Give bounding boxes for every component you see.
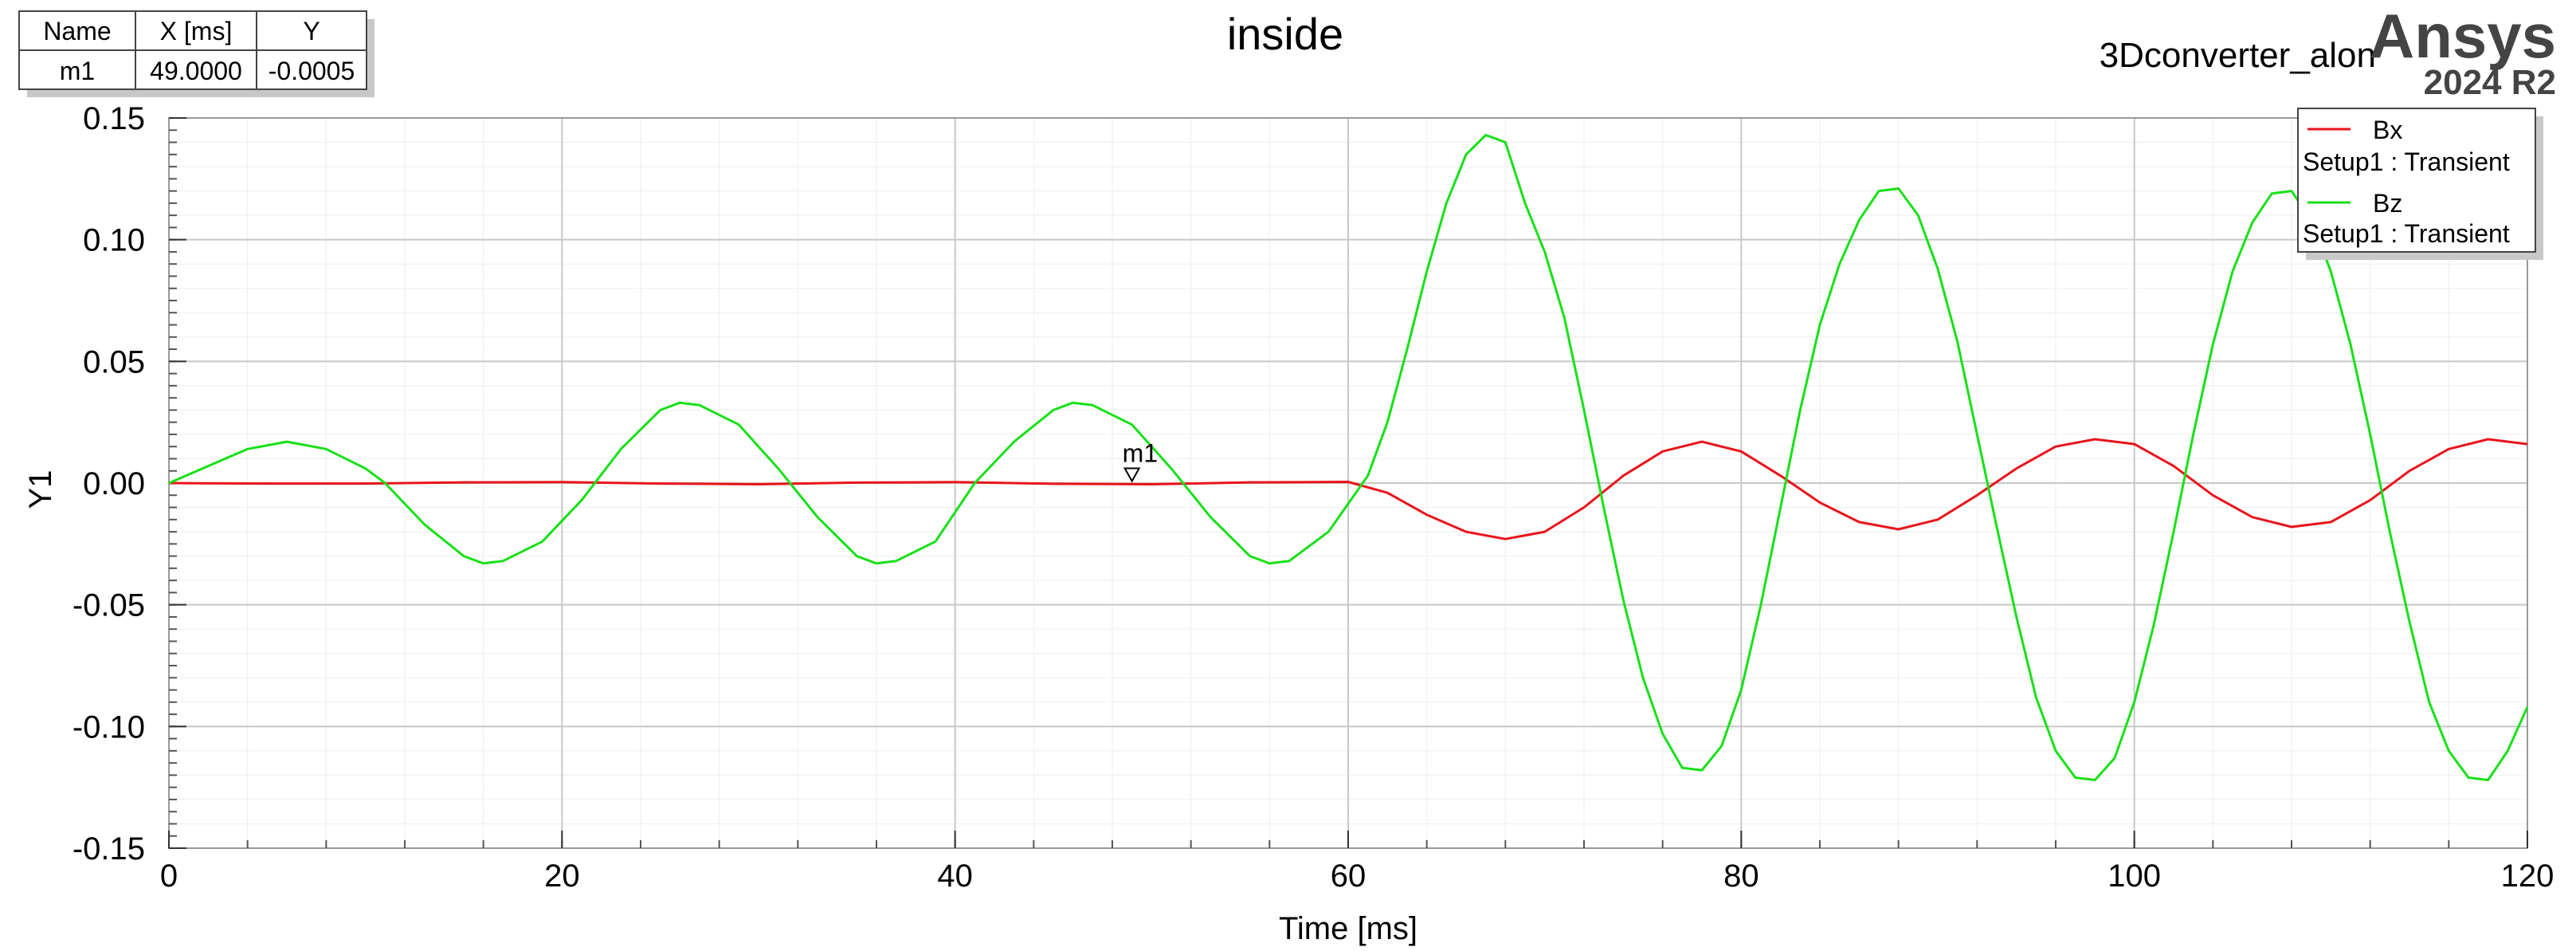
chart-title: inside	[1227, 9, 1343, 59]
y-axis-label: Y1	[23, 470, 58, 509]
marker-table: Name X [ms] Y m1 49.0000 -0.0005	[18, 10, 374, 97]
x-tick-label: 120	[2501, 859, 2554, 894]
legend-label-bz: Bz	[2373, 189, 2402, 218]
legend: Bx Setup1 : Transient Bz Setup1 : Transi…	[2297, 108, 2543, 260]
ansys-version: 2024 R2	[2424, 63, 2556, 102]
y-tick-label: 0.10	[83, 223, 145, 258]
marker-table-cell-y: -0.0005	[269, 57, 355, 85]
x-tick-label: 100	[2107, 859, 2161, 894]
x-tick-label: 0	[160, 859, 178, 894]
x-tick-label: 40	[937, 859, 973, 894]
legend-sublabel-bx: Setup1 : Transient	[2303, 147, 2510, 176]
marker-table-header-x: X [ms]	[160, 17, 233, 45]
series-line-bx	[168, 438, 2528, 540]
y-tick-label: 0.05	[83, 344, 145, 379]
marker-layer: m1	[1123, 439, 1158, 483]
marker-table-header-y: Y	[303, 17, 320, 45]
design-name: 3Dconverter_alon	[2100, 36, 2376, 75]
legend-sublabel-bz: Setup1 : Transient	[2303, 219, 2510, 248]
series-line-bz	[168, 133, 2529, 781]
ansys-logo: Ansys	[2370, 1, 2556, 71]
y-tick-label: -0.15	[73, 831, 145, 867]
marker-table-cell-x: 49.0000	[150, 57, 242, 85]
x-tick-label: 20	[544, 859, 580, 894]
marker-table-header-name: Name	[43, 17, 111, 45]
marker-label-m1: m1	[1123, 439, 1158, 468]
series-layer	[168, 133, 2529, 781]
legend-label-bx: Bx	[2373, 116, 2402, 144]
axis-ticks: 0 20 40 60 80 100 120 -0.15 -0.10 -0.05 0.00 0.05 0.…	[73, 101, 2554, 894]
marker-table-cell-name: m1	[60, 57, 95, 85]
y-tick-label: -0.05	[73, 588, 145, 623]
marker-triangle-m1	[1123, 467, 1141, 483]
y-tick-label: 0.00	[83, 466, 145, 501]
y-tick-label: -0.10	[73, 709, 145, 745]
y-tick-label: 0.15	[83, 101, 145, 136]
x-tick-label: 80	[1723, 859, 1759, 894]
x-tick-label: 60	[1331, 859, 1366, 894]
x-axis-label: Time [ms]	[1279, 911, 1417, 946]
